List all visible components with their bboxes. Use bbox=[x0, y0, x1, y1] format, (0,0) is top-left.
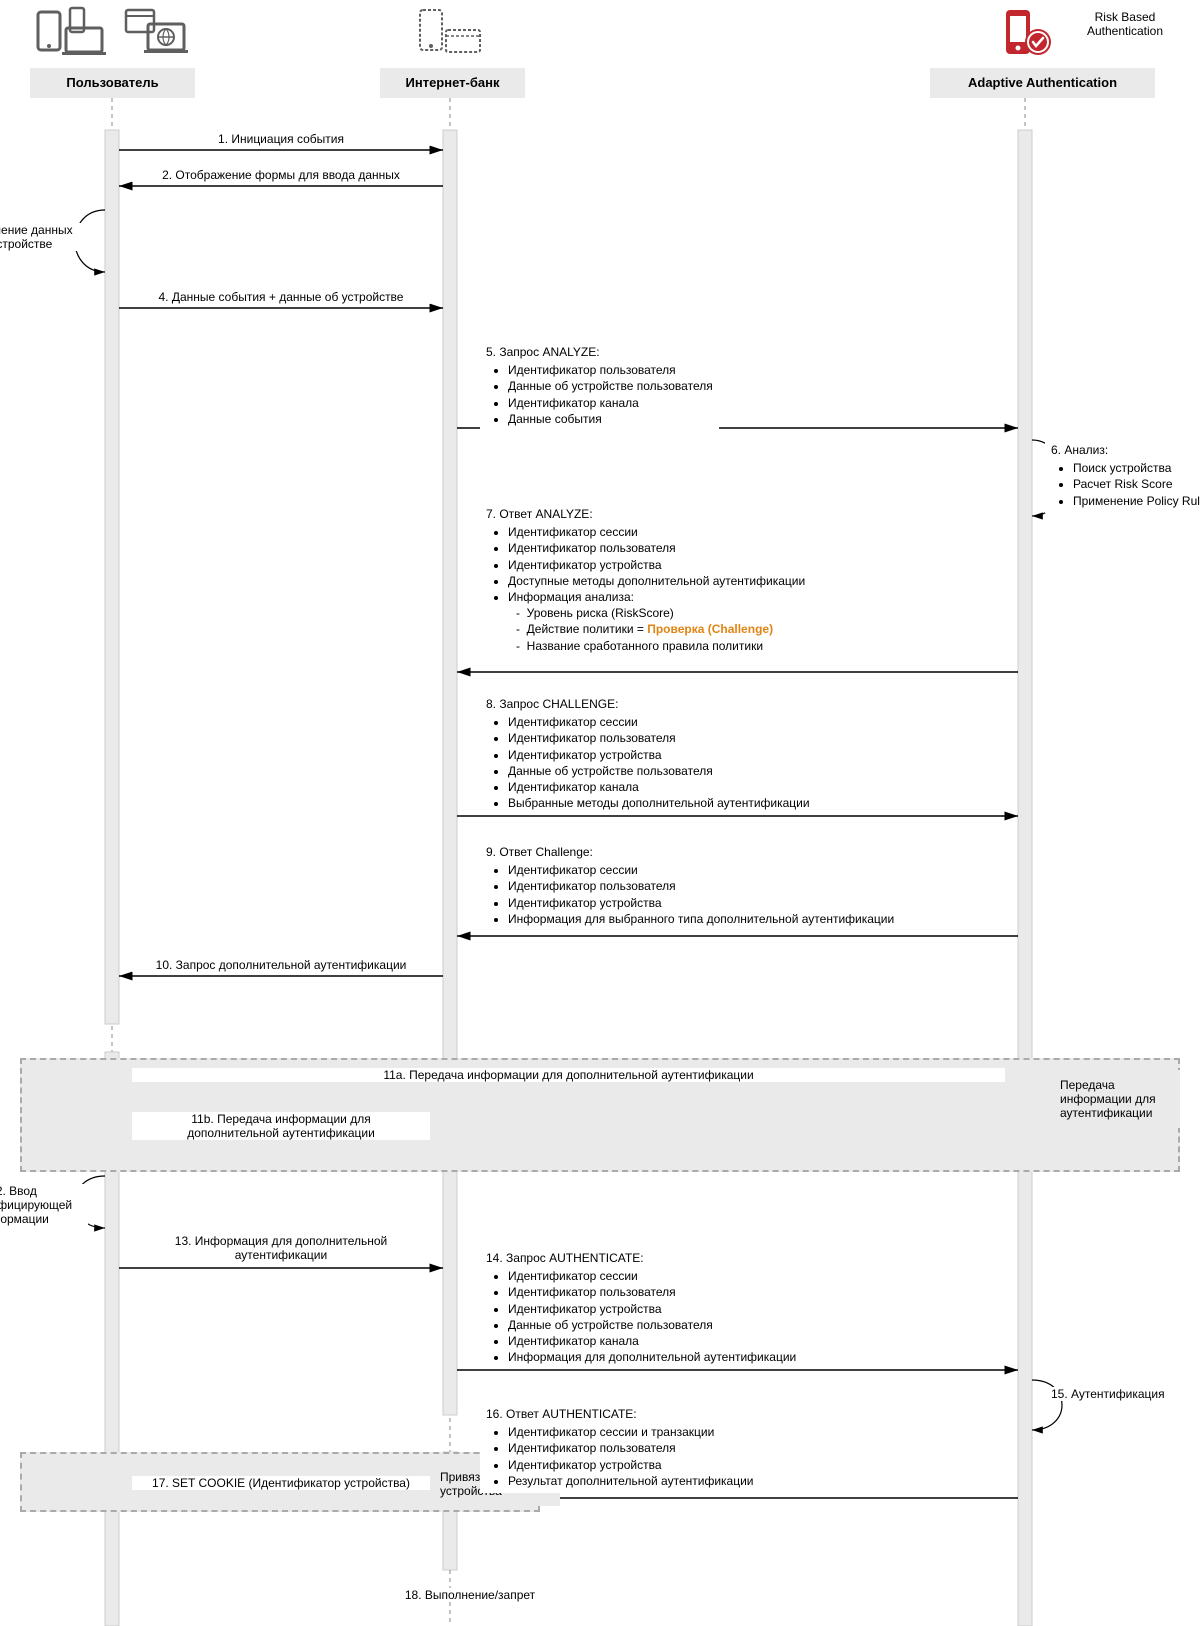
message-label: 11a. Передача информации для дополнитель… bbox=[132, 1068, 1005, 1082]
adaptive-auth-icon bbox=[1000, 6, 1055, 61]
message-label: 18. Выполнение/запрет bbox=[370, 1588, 570, 1602]
message-label: 4. Данные события + данные об устройстве bbox=[132, 290, 430, 304]
participant-header: Интернет-банк bbox=[380, 68, 525, 98]
self-message-note: 6. Анализ:Поиск устройстваРасчет Risk Sc… bbox=[1045, 438, 1200, 513]
participant-header: Пользователь bbox=[30, 68, 195, 98]
participant-header: Adaptive Authentication bbox=[930, 68, 1155, 98]
message-label: 1. Инициация события bbox=[132, 132, 430, 146]
risk-based-auth-label: Risk BasedAuthentication bbox=[1065, 10, 1185, 38]
message-label: 11b. Передача информации длядополнительн… bbox=[132, 1112, 430, 1140]
user-devices-icon bbox=[36, 6, 111, 61]
message-label: 10. Запрос дополнительной аутентификации bbox=[132, 958, 430, 972]
group-box-note: Передача информации для аутентификации bbox=[1050, 1070, 1180, 1128]
sequence-diagram: Передача информации для аутентификацииПр… bbox=[0, 0, 1200, 1626]
message-label: 13. Информация для дополнительнойаутенти… bbox=[132, 1234, 430, 1262]
self-message-note: 3. Получение данныхоб устройстве bbox=[0, 223, 88, 251]
ibank-icon bbox=[416, 6, 486, 61]
message-block: 9. Ответ Challenge:Идентификатор сессииИ… bbox=[480, 840, 900, 931]
message-block: 5. Запрос ANALYZE:Идентификатор пользова… bbox=[480, 340, 719, 431]
message-block: 8. Запрос CHALLENGE:Идентификатор сессии… bbox=[480, 692, 816, 815]
message-label: 17. SET COOKIE (Идентификатор устройства… bbox=[132, 1476, 430, 1490]
self-message-note: 12. Вводаутентифицирующейинформации bbox=[0, 1184, 88, 1226]
message-block: 16. Ответ AUTHENTICATE:Идентификатор сес… bbox=[480, 1402, 760, 1493]
message-block: 7. Ответ ANALYZE:Идентификатор сессииИде… bbox=[480, 502, 811, 658]
message-label: 2. Отображение формы для ввода данных bbox=[132, 168, 430, 182]
self-message-note: 15. Аутентификация bbox=[1049, 1387, 1199, 1401]
browser-devices-icon bbox=[120, 6, 190, 61]
message-block: 14. Запрос AUTHENTICATE:Идентификатор се… bbox=[480, 1246, 802, 1369]
